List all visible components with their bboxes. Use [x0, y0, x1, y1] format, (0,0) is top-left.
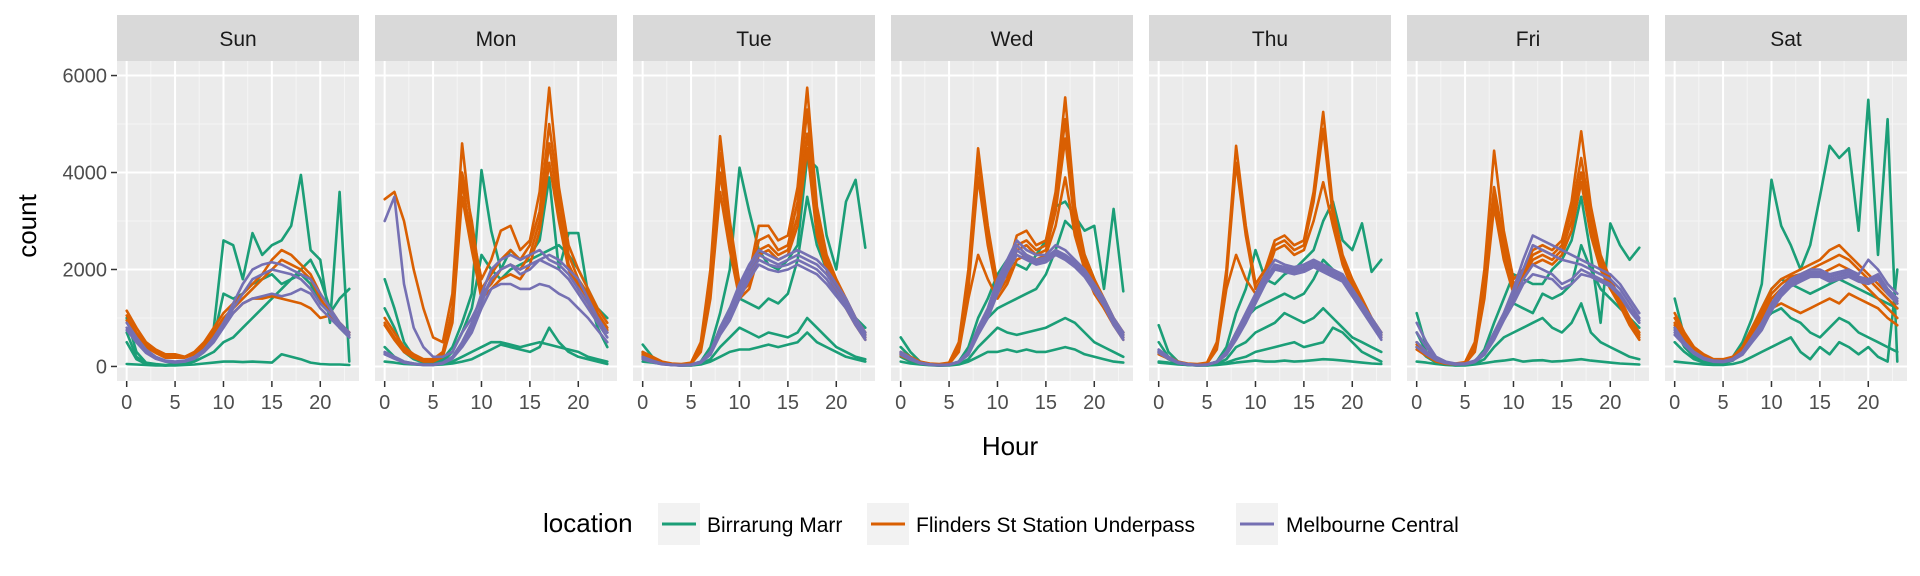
x-tick-label: 0 — [1153, 392, 1164, 414]
x-tick-label: 15 — [519, 392, 541, 414]
facet-strip-label: Wed — [991, 28, 1034, 51]
series-line-flinders-st-station-underpass-5 — [383, 122, 609, 361]
facet-panels: Sun 0 5 10 15 20 Mon 0 5 10 15 20 Tue 0 5 10 15 20 Wed 0 5 10… — [117, 15, 1907, 414]
x-tick-label: 20 — [567, 392, 589, 414]
x-tick-label: 5 — [1460, 392, 1471, 414]
x-tick-label: 10 — [1502, 392, 1524, 414]
x-tick-label: 15 — [261, 392, 283, 414]
series-line-flinders-st-station-underpass-4 — [125, 248, 351, 359]
facet-strip — [633, 15, 875, 61]
x-tick-label: 15 — [1035, 392, 1057, 414]
facet-strip-label: Sun — [219, 28, 256, 51]
facet-strip-label: Fri — [1516, 28, 1541, 51]
x-tick-label: 10 — [470, 392, 492, 414]
x-tick-label: 0 — [379, 392, 390, 414]
x-tick-label: 0 — [1669, 392, 1680, 414]
x-tick-label: 0 — [895, 392, 906, 414]
x-tick-label: 15 — [777, 392, 799, 414]
facet-strip-label: Sat — [1770, 28, 1802, 51]
facet-panel-thu: Thu 0 5 10 15 20 — [1149, 15, 1391, 414]
facet-panel-fri: Fri 0 5 10 15 20 — [1407, 15, 1649, 414]
facet-strip-label: Tue — [736, 28, 771, 51]
x-tick-label: 5 — [1202, 392, 1213, 414]
y-axis-title: count — [12, 193, 42, 257]
series-line-melbourne-central-11 — [641, 263, 867, 367]
x-tick-label: 5 — [170, 392, 181, 414]
x-tick-label: 20 — [1857, 392, 1879, 414]
legend-item-flinders-st-station-underpass: Flinders St Station Underpass — [867, 503, 1195, 545]
series-line-melbourne-central-11 — [1157, 265, 1383, 367]
x-tick-label: 5 — [428, 392, 439, 414]
x-tick-label: 10 — [986, 392, 1008, 414]
x-tick-label: 10 — [1244, 392, 1266, 414]
x-tick-label: 20 — [309, 392, 331, 414]
y-tick-label: 0 — [96, 356, 107, 378]
series-line-flinders-st-station-underpass-4 — [383, 86, 609, 344]
legend: location Birrarung Marr Flinders St Stati… — [543, 503, 1459, 545]
y-tick-label: 2000 — [63, 259, 108, 281]
x-tick-label: 5 — [686, 392, 697, 414]
legend-item-birrarung-marr: Birrarung Marr — [658, 503, 842, 545]
x-tick-label: 10 — [1760, 392, 1782, 414]
facet-strip — [891, 15, 1133, 61]
x-tick-label: 15 — [1809, 392, 1831, 414]
facet-panel-mon: Mon 0 5 10 15 20 — [375, 15, 617, 414]
x-tick-label: 10 — [728, 392, 750, 414]
x-tick-label: 15 — [1551, 392, 1573, 414]
x-tick-label: 5 — [1718, 392, 1729, 414]
facet-strip — [375, 15, 617, 61]
x-axis-title: Hour — [982, 431, 1039, 461]
x-tick-label: 15 — [1293, 392, 1315, 414]
series-line-melbourne-central-11 — [1673, 275, 1899, 364]
facet-panel-sun: Sun 0 5 10 15 20 — [117, 15, 359, 414]
y-axis: 0 2000 4000 6000 — [63, 66, 117, 378]
facet-panel-sat: Sat 0 5 10 15 20 — [1665, 15, 1907, 414]
x-tick-label: 0 — [1411, 392, 1422, 414]
legend-label: Melbourne Central — [1286, 514, 1459, 537]
x-tick-label: 10 — [212, 392, 234, 414]
series-line-melbourne-central-11 — [1415, 272, 1641, 366]
y-tick-label: 6000 — [63, 66, 108, 88]
legend-label: Birrarung Marr — [707, 514, 842, 537]
facet-strip — [117, 15, 359, 61]
series-line-birrarung-marr-3 — [1673, 268, 1899, 367]
facet-strip-label: Mon — [476, 28, 517, 51]
facet-strip — [1149, 15, 1391, 61]
series-line-melbourne-central-9 — [125, 287, 351, 364]
x-tick-label: 5 — [944, 392, 955, 414]
series-line-melbourne-central-11 — [899, 253, 1125, 367]
legend-title: location — [543, 508, 633, 538]
series-line-melbourne-central-11 — [383, 282, 609, 367]
legend-label: Flinders St Station Underpass — [916, 514, 1195, 537]
facet-strip — [1407, 15, 1649, 61]
x-tick-label: 20 — [825, 392, 847, 414]
x-tick-label: 0 — [121, 392, 132, 414]
facet-strip — [1665, 15, 1907, 61]
x-tick-label: 0 — [637, 392, 648, 414]
y-tick-label: 4000 — [63, 163, 108, 185]
x-tick-label: 20 — [1083, 392, 1105, 414]
legend-item-melbourne-central: Melbourne Central — [1236, 503, 1459, 545]
facet-strip-label: Thu — [1252, 28, 1288, 51]
x-tick-label: 20 — [1599, 392, 1621, 414]
facet-panel-tue: Tue 0 5 10 15 20 — [633, 15, 875, 414]
series-line-birrarung-marr-3 — [125, 352, 351, 367]
x-tick-label: 20 — [1341, 392, 1363, 414]
facet-panel-wed: Wed 0 5 10 15 20 — [891, 15, 1133, 414]
